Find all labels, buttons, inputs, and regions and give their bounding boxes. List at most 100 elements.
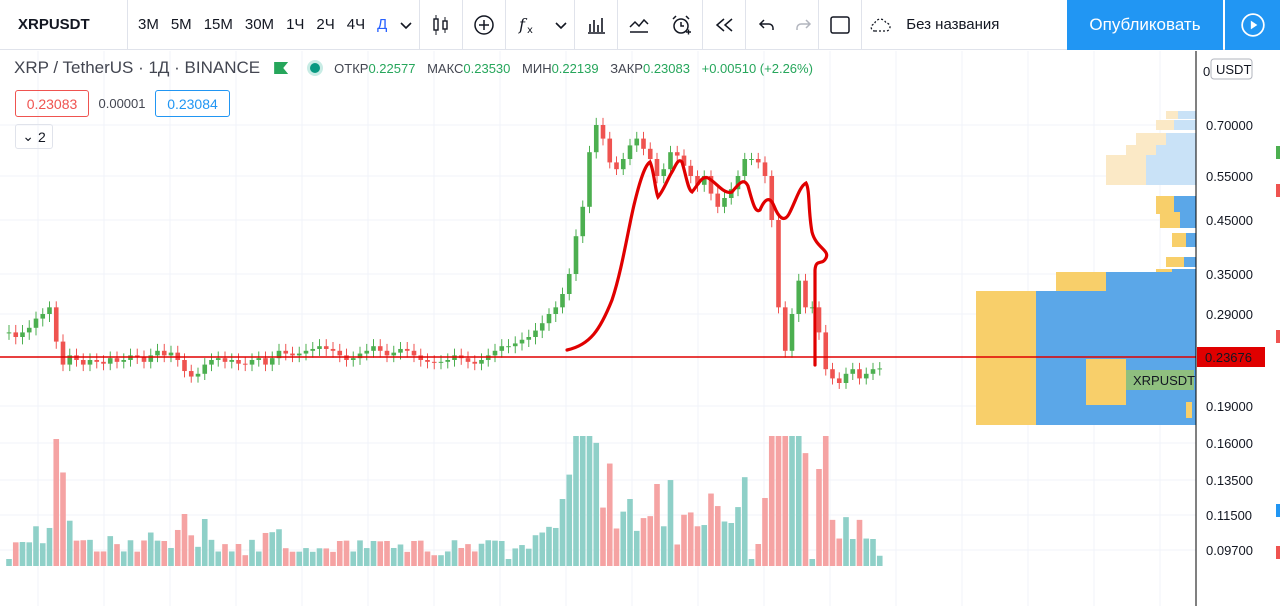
candle-body: [377, 346, 383, 351]
replay-icon[interactable]: [703, 0, 745, 50]
volume-bar: [215, 551, 222, 566]
volume-bar: [613, 528, 620, 566]
undo-icon[interactable]: [746, 0, 788, 50]
price-axis-tick: 0.55000: [1206, 169, 1253, 184]
volume-bar: [100, 551, 107, 566]
volume-bar: [249, 539, 255, 566]
volume-bar: [762, 497, 768, 566]
volume-bar: [579, 436, 586, 566]
candle-body: [580, 206, 586, 237]
publish-button[interactable]: Опубликовать: [1067, 0, 1223, 50]
volume-bar: [114, 544, 120, 566]
volume-bar: [849, 539, 856, 566]
candle-body: [695, 176, 700, 185]
symbol-tag: [1126, 370, 1194, 390]
symbol-search-button[interactable]: XRPUSDT: [0, 0, 128, 50]
volume-profile-bar: [1166, 111, 1178, 119]
candle-body: [681, 155, 687, 166]
candle-body: [776, 220, 781, 308]
price-chart[interactable]: 0 0.70000 0.55000 0.45000 0.35000 0.29000 0.19…: [0, 51, 1280, 606]
volume-bar: [269, 532, 276, 566]
volume-bar: [552, 527, 559, 566]
volume-bar: [714, 506, 721, 566]
buy-price-button[interactable]: 0.23084: [155, 90, 230, 117]
candle-body: [431, 361, 437, 363]
candle-body: [749, 159, 754, 160]
plus-circle-icon[interactable]: [463, 0, 505, 50]
candle-body: [445, 360, 451, 362]
volume-bar: [829, 519, 836, 566]
candles-icon[interactable]: [420, 0, 462, 50]
edge-marker: [1276, 330, 1280, 343]
cloud-icon[interactable]: [862, 0, 898, 50]
chevron-down-icon[interactable]: [393, 0, 419, 50]
candle-body: [863, 373, 869, 379]
volume-bar: [66, 520, 73, 566]
candle-body: [350, 358, 356, 360]
candle-body: [553, 307, 559, 314]
volume-bar: [46, 527, 53, 566]
volume-bar: [573, 436, 579, 566]
hand-drawn-trendline: [565, 159, 829, 367]
price-axis-tick: 0.16000: [1206, 436, 1253, 451]
candle-body: [26, 327, 32, 333]
market-status-icon[interactable]: [310, 63, 321, 73]
timeframe-day[interactable]: Д: [377, 16, 388, 33]
volume-bar: [228, 551, 235, 566]
volume-bar: [141, 540, 147, 566]
candle-body: [6, 332, 12, 334]
bar-chart-icon[interactable]: [575, 0, 617, 50]
indicators-collapse-button[interactable]: ⌄ 2: [15, 124, 53, 149]
layout-name[interactable]: Без названия: [906, 16, 1000, 33]
candle-body: [13, 332, 19, 337]
candle-body: [107, 358, 113, 364]
timeframe-2h[interactable]: 2Ч: [316, 16, 335, 33]
candle-body: [215, 358, 221, 360]
volume-bar: [856, 519, 863, 566]
timeframe-30m[interactable]: 30М: [244, 16, 275, 33]
volume-bar: [60, 472, 66, 566]
timeframe-5m[interactable]: 5М: [170, 16, 192, 33]
volume-bar: [282, 548, 289, 566]
price-axis-tick: 0.19000: [1206, 399, 1253, 414]
alarm-icon[interactable]: [660, 0, 702, 50]
candle-body: [668, 152, 673, 170]
candle-body: [796, 280, 802, 314]
ohlc-values: ОТКР0.22577 МАКС0.23530 МИН0.22139 ЗАКР0…: [334, 60, 813, 76]
candle-body: [283, 350, 289, 354]
candle-body: [256, 358, 262, 360]
price-axis-tick: 0.35000: [1206, 267, 1253, 282]
candle-body: [769, 176, 775, 220]
timeframe-3m[interactable]: 3М: [138, 16, 159, 33]
volume-bar: [431, 555, 438, 566]
play-button[interactable]: [1225, 0, 1280, 50]
timeframe-1h[interactable]: 1Ч: [286, 16, 305, 33]
candle-body: [269, 358, 275, 365]
volume-bar: [485, 540, 492, 566]
candle-body: [654, 159, 660, 176]
volume-bar: [154, 540, 161, 566]
volume-bar: [26, 542, 33, 566]
candle-body: [560, 294, 565, 308]
candle-body: [195, 373, 201, 377]
candle-body: [607, 138, 613, 163]
candle-body: [60, 341, 66, 365]
volume-bar: [323, 548, 330, 566]
candle-body: [809, 307, 815, 309]
chevron-down-icon[interactable]: [548, 0, 574, 50]
flag-icon[interactable]: [274, 62, 289, 74]
candle-body: [722, 198, 727, 207]
templates-icon[interactable]: [618, 0, 660, 50]
volume-bar: [147, 532, 154, 566]
volume-bar: [438, 555, 444, 566]
edge-marker: [1276, 184, 1280, 197]
timeframe-4h[interactable]: 4Ч: [346, 16, 366, 33]
candle-body: [337, 350, 343, 356]
fullscreen-icon[interactable]: [819, 0, 861, 50]
volume-bar: [161, 541, 168, 566]
sell-price-button[interactable]: 0.23083: [15, 90, 89, 117]
candle-body: [33, 318, 39, 328]
timeframe-15m[interactable]: 15М: [203, 16, 233, 33]
candle-body: [330, 348, 336, 351]
